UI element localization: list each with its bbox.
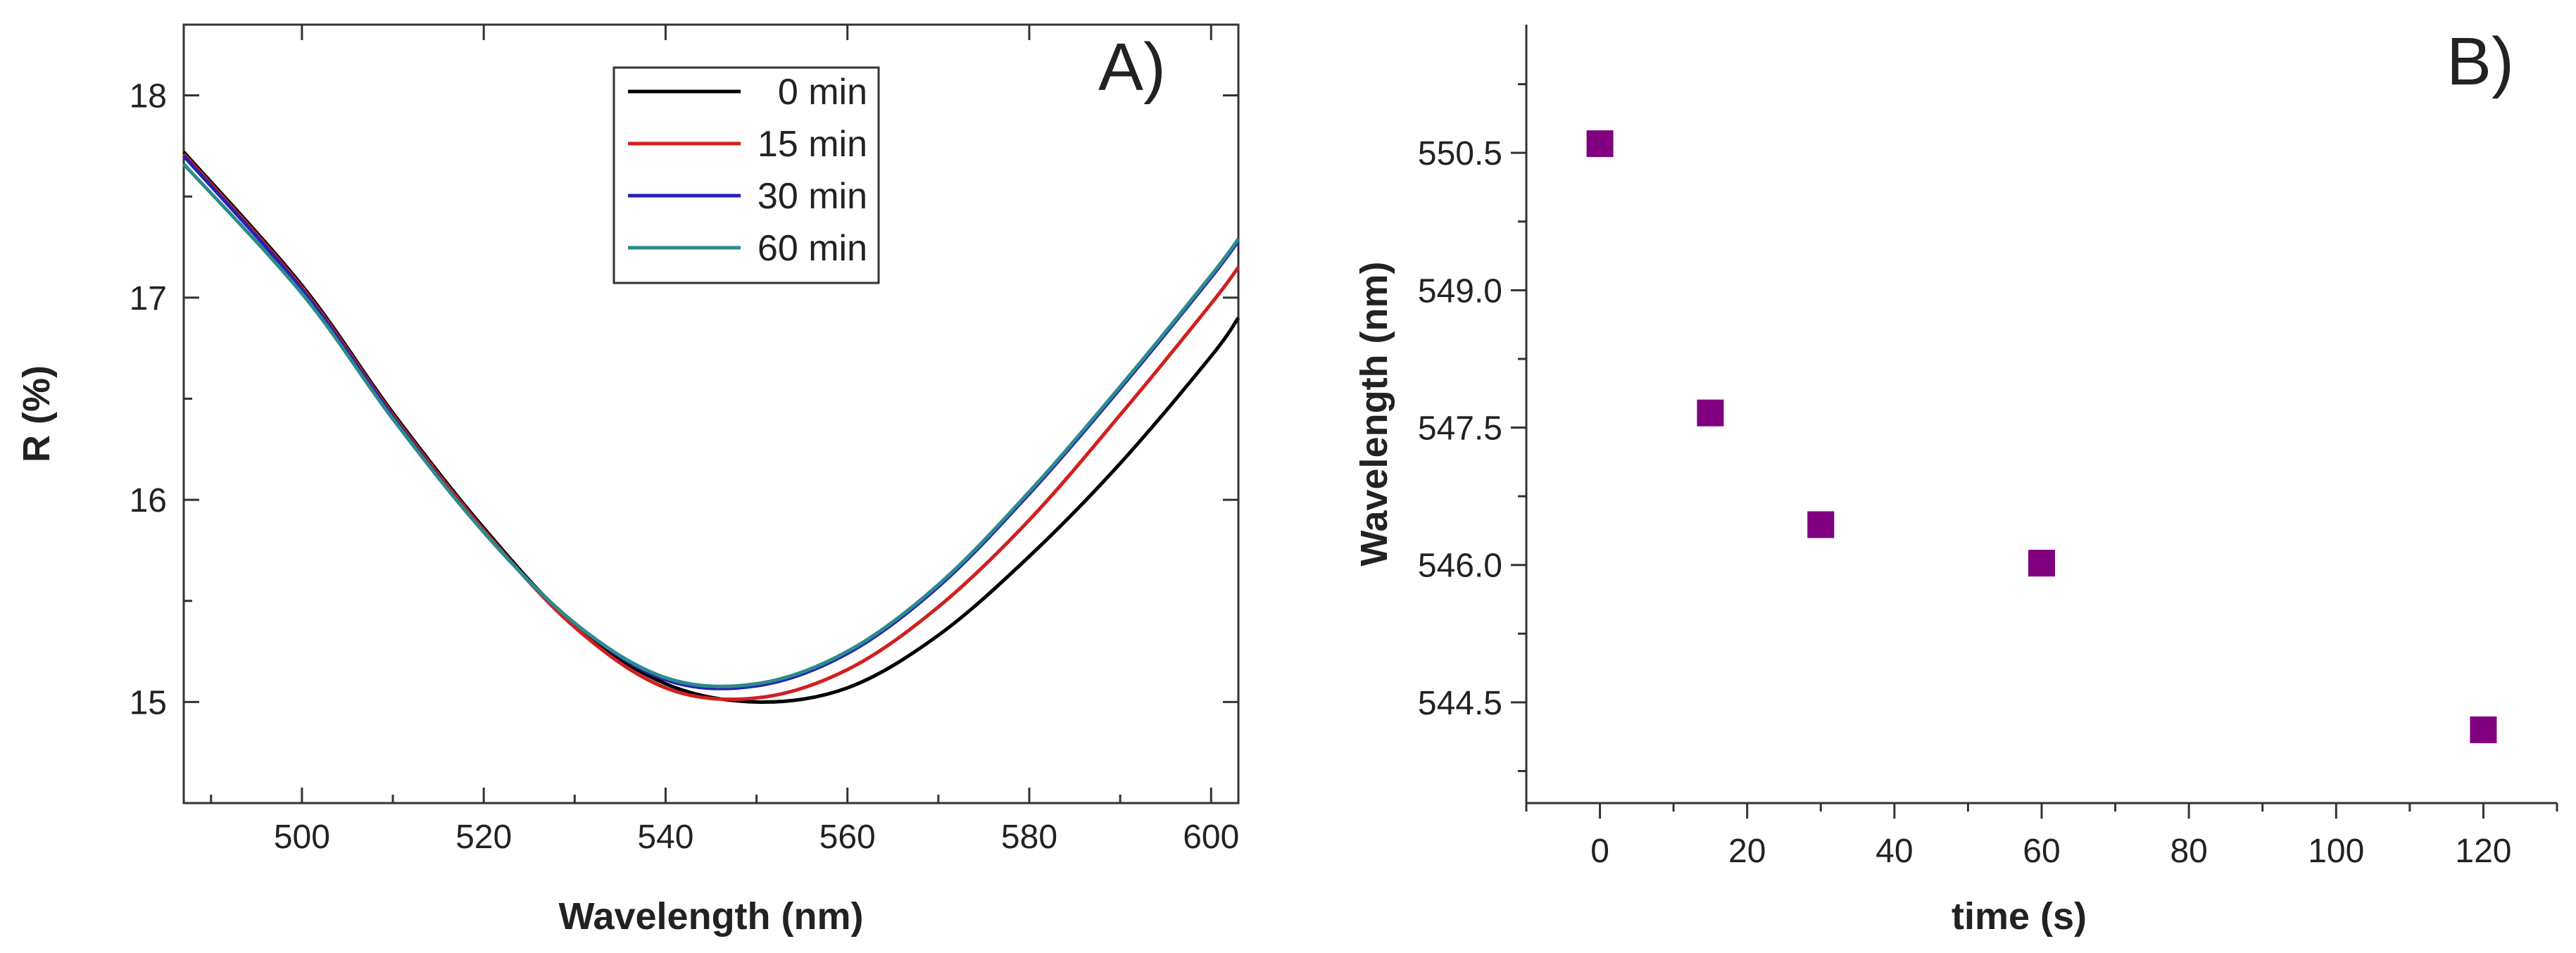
panel-b-y-tick-label: 547.5 <box>1418 410 1502 448</box>
panel-b-y-tick-label: 550.5 <box>1418 135 1502 172</box>
data-point <box>1586 130 1614 158</box>
panel-a-y-axis-title: R (%) <box>15 365 58 462</box>
panel-b-y-tick-label: 546.0 <box>1418 548 1502 585</box>
data-point <box>2028 550 2055 577</box>
panel-a-label: A) <box>1098 30 1166 105</box>
panel-b-x-tick-label: 120 <box>2455 833 2511 870</box>
panel-a-y-tick-label: 16 <box>130 482 167 519</box>
panel-a-x-axis-title: Wavelength (nm) <box>558 895 863 938</box>
panel-a-plot-frame <box>182 23 1240 804</box>
panel-a-y-tick-label: 15 <box>130 684 167 721</box>
panel-a-x-tick-label: 600 <box>1183 819 1239 856</box>
panel-b-y-tick-label: 544.5 <box>1418 685 1502 722</box>
legend-label: 30 min <box>758 176 867 217</box>
panel-b-x-tick-label: 80 <box>2170 833 2207 870</box>
panel-b-x-tick-label: 0 <box>1590 833 1609 870</box>
data-point <box>1807 511 1835 538</box>
panel-b-y-axis-title: Wavelength (nm) <box>1353 261 1395 566</box>
panel-b-x-tick-label: 60 <box>2023 833 2060 870</box>
legend-label: 60 min <box>758 228 867 269</box>
panel-a-legend: 0 min 15 min 30 min 60 min <box>612 66 880 284</box>
panel-a-x-tick-label: 560 <box>819 819 876 856</box>
panel-b-ticks: 0 20 40 60 80 100 120 544.5 546.0 547.5 549.0 550.5 <box>1418 83 2558 870</box>
panel-a-y-tick-label: 17 <box>130 280 167 317</box>
panel-a-y-tick-label: 18 <box>130 78 167 115</box>
panel-a-ticks: 500 520 540 560 580 600 15 16 17 18 <box>130 25 1239 856</box>
panel-b-chart: 0 20 40 60 80 100 120 544.5 546.0 547.5 549.0 550.5… <box>1353 24 2558 938</box>
panel-b-x-axis-title: time (s) <box>1952 895 2087 938</box>
panel-b-x-tick-label: 40 <box>1876 833 1913 870</box>
panel-b-x-tick-label: 100 <box>2308 833 2364 870</box>
panel-b-label: B) <box>2446 24 2514 99</box>
panel-b-axes <box>1525 25 2557 804</box>
legend-label: 15 min <box>758 124 867 165</box>
legend-label: 0 min <box>778 72 867 113</box>
panel-a-x-tick-label: 520 <box>455 819 512 856</box>
panel-a-series <box>182 151 1240 704</box>
panel-b-y-tick-label: 549.0 <box>1418 272 1502 310</box>
panel-a-x-tick-label: 500 <box>274 819 330 856</box>
panel-a-x-tick-label: 580 <box>1001 819 1057 856</box>
panel-b-points <box>1586 130 2497 743</box>
panel-a-x-tick-label: 540 <box>637 819 693 856</box>
panel-b-x-tick-label: 20 <box>1728 833 1766 870</box>
data-point <box>2470 716 2497 743</box>
series-line-60-min <box>182 163 1240 688</box>
panel-a-chart: 500 520 540 560 580 600 15 16 17 18 0 min 15 min 30… <box>15 23 1240 938</box>
data-point <box>1697 399 1724 427</box>
